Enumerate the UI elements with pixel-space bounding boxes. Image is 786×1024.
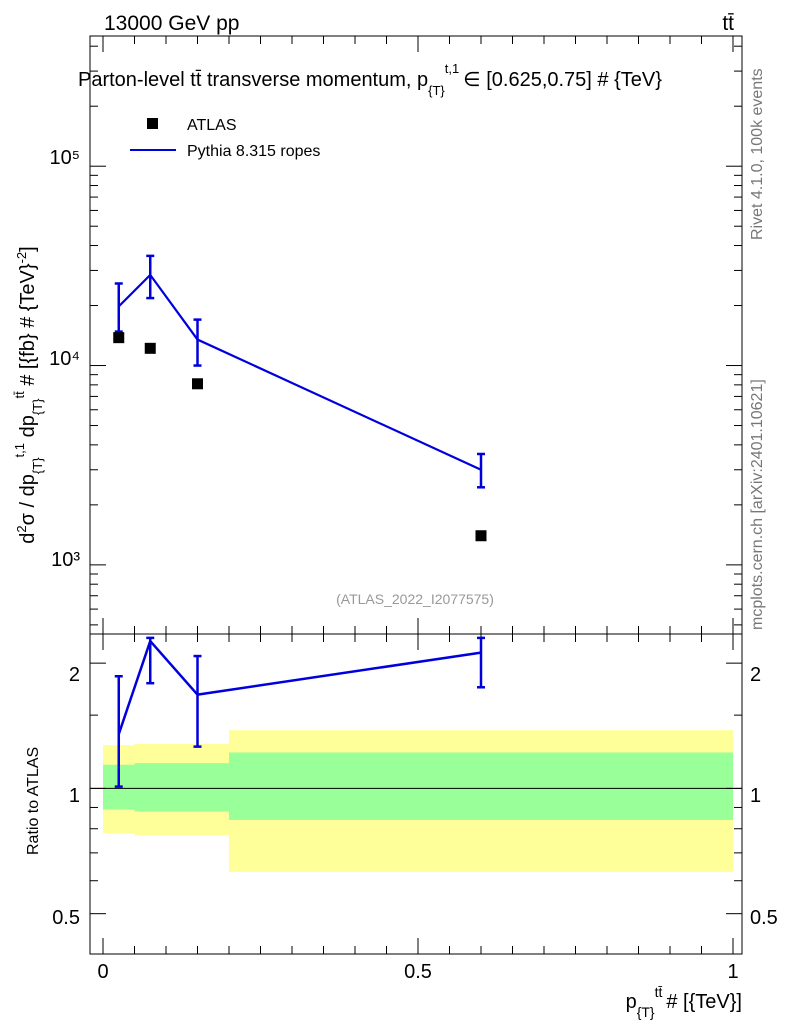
ratio-tick-label-right-2: 2 (750, 664, 761, 686)
y-axis-label: d2σ / dp{T}t,1 dp{T}tt̄ # [{fb} # {TeV}-… (12, 246, 45, 543)
ratio-tick-label-2: 2 (69, 664, 80, 686)
plot-title-sub: {T} (428, 83, 445, 98)
ratio-pythia-line (117, 638, 482, 735)
atlas-point (192, 378, 203, 390)
legend-pythia-label: Pythia 8.315 ropes (187, 143, 320, 160)
process-label: tt̄ (722, 12, 734, 35)
ratio-frame (89, 633, 743, 955)
pythia-line (117, 273, 482, 471)
atlas-point (144, 342, 156, 354)
x-tick-label-0: 0 (97, 961, 108, 983)
x-tick-label-1: 1 (727, 961, 738, 983)
energy-label: 13000 GeV pp (104, 12, 239, 35)
x-tick-label-0.5: 0.5 (404, 961, 432, 983)
legend-atlas-marker (147, 118, 158, 129)
y-tick-label-100000: 10⁵ (49, 147, 80, 169)
atlas-point (475, 530, 487, 542)
ratio-axis-label: Ratio to ATLAS (25, 747, 42, 855)
x-tick-labels: 0 0.5 1 (97, 961, 738, 983)
atlas-series (113, 332, 487, 542)
ratio-tick-label-right-1: 1 (750, 785, 761, 807)
mcplots-label: mcplots.cern.ch [arXiv:2401.10621] (749, 379, 766, 630)
main-y-tick-labels: 10³ 10⁴ 10⁵ (49, 147, 80, 571)
ratio-bands (90, 730, 742, 872)
legend-atlas-label: ATLAS (187, 117, 237, 134)
ratio-tick-label-0.5: 0.5 (52, 907, 80, 929)
plot-title-main: Parton-level tt̄ transverse momentum, p (78, 69, 428, 91)
ratio-y-tick-labels: 0.5 1 2 0.5 1 2 (52, 664, 778, 929)
x-axis-label: p{T}tt̄ # [{TeV}] (626, 984, 742, 1020)
ratio-tick-label-right-0.5: 0.5 (750, 907, 778, 929)
stat-uncertainty-band-2 (229, 752, 733, 820)
stat-uncertainty-band-1 (134, 763, 229, 812)
atlas-point (113, 332, 125, 344)
pythia-series (114, 254, 485, 489)
legend: ATLAS Pythia 8.315 ropes (130, 117, 320, 160)
y-tick-label-1000: 10³ (51, 549, 80, 571)
ratio-tick-label-1: 1 (69, 785, 80, 807)
rivet-label: Rivet 4.1.0, 100k events (749, 68, 766, 240)
ratio-series (114, 636, 485, 788)
analysis-tag: (ATLAS_2022_I2077575) (336, 591, 494, 607)
plot-title-sup: t,1 (445, 61, 459, 76)
plot-title: Parton-level tt̄ transverse momentum, p{… (78, 61, 662, 98)
axis-ticks (90, 36, 742, 954)
plot-title-rest: ∈ [0.625,0.75] # {TeV} (463, 69, 662, 91)
y-tick-label-10000: 10⁴ (49, 348, 80, 370)
